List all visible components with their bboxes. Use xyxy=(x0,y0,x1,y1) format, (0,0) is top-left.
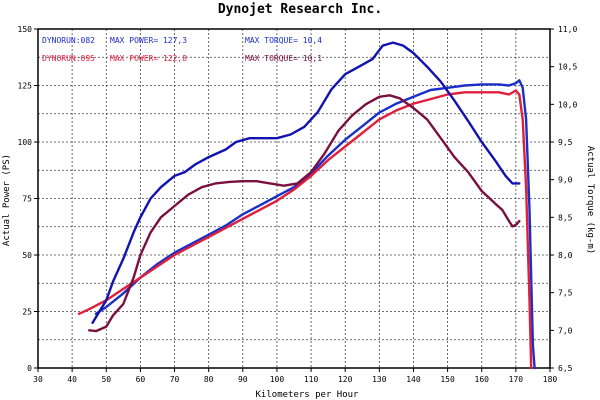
x-tick-label: 180 xyxy=(543,375,558,384)
right-tick-label: 10,5 xyxy=(558,63,577,72)
x-tick-label: 110 xyxy=(304,375,319,384)
series-line-4 xyxy=(88,94,521,333)
x-tick-label: 80 xyxy=(204,375,214,384)
left-tick-label: 125 xyxy=(18,82,33,91)
right-tick-label: 8,0 xyxy=(558,251,573,260)
left-tick-label: 50 xyxy=(22,251,32,260)
right-axis-label: Actual Torque (kg-m) xyxy=(585,146,595,254)
x-tick-label: 90 xyxy=(238,375,248,384)
right-tick-label: 7,5 xyxy=(558,289,573,298)
x-tick-label: 140 xyxy=(406,375,421,384)
x-tick-label: 150 xyxy=(440,375,455,384)
series-line-3 xyxy=(91,41,521,324)
x-tick-label: 160 xyxy=(475,375,490,384)
legend-run2-power: MAX POWER= 122,8 xyxy=(110,54,187,63)
series-layer xyxy=(77,41,536,370)
legend: DYNORUN:082 MAX POWER= 127,3 MAX TORQUE=… xyxy=(42,36,322,63)
left-tick-label: 0 xyxy=(27,364,32,373)
legend-run2-name: DYNORUN:095 xyxy=(42,54,95,63)
right-tick-label: 8,5 xyxy=(558,213,573,222)
right-tick-label: 9,5 xyxy=(558,138,573,147)
legend-run1-name: DYNORUN:082 xyxy=(42,36,95,45)
x-axis-ticks: 30 40 50 60 70 80 90 100 110 120 130 140 150 160 170 18… xyxy=(33,368,557,384)
left-tick-label: 100 xyxy=(18,138,33,147)
series-line-2 xyxy=(77,89,533,370)
x-tick-label: 30 xyxy=(33,375,43,384)
x-tick-label: 130 xyxy=(372,375,387,384)
right-tick-label: 6,5 xyxy=(558,364,573,373)
left-axis-label: Actual Power (PS) xyxy=(2,154,12,246)
left-tick-label: 150 xyxy=(18,25,33,34)
legend-run1-power: MAX POWER= 127,3 xyxy=(110,36,187,45)
right-tick-label: 9,0 xyxy=(558,176,573,185)
x-tick-label: 170 xyxy=(509,375,524,384)
x-tick-label: 120 xyxy=(338,375,353,384)
x-tick-label: 100 xyxy=(270,375,285,384)
x-tick-label: 50 xyxy=(101,375,111,384)
x-tick-label: 40 xyxy=(67,375,77,384)
x-tick-label: 70 xyxy=(170,375,180,384)
right-axis-ticks: 6,5 7,0 7,5 8,0 8,5 9,0 9,5 10,0 10,5 11,0 xyxy=(550,25,577,373)
right-tick-label: 7,0 xyxy=(558,326,573,335)
left-tick-label: 75 xyxy=(22,195,32,204)
series-line-1 xyxy=(94,79,536,370)
right-tick-label: 10,0 xyxy=(558,100,577,109)
legend-run1-torque: MAX TORQUE= 10,4 xyxy=(245,36,322,45)
grid-lines xyxy=(38,29,550,368)
legend-run2-torque: MAX TORQUE= 10,1 xyxy=(245,54,322,63)
left-tick-label: 25 xyxy=(22,308,32,317)
right-tick-label: 11,0 xyxy=(558,25,577,34)
chart-title: Dynojet Research Inc. xyxy=(218,2,382,17)
left-axis-ticks: 0 25 50 75 100 125 150 xyxy=(18,25,38,373)
x-tick-label: 60 xyxy=(136,375,146,384)
x-axis-label: Kilometers per Hour xyxy=(256,390,360,400)
